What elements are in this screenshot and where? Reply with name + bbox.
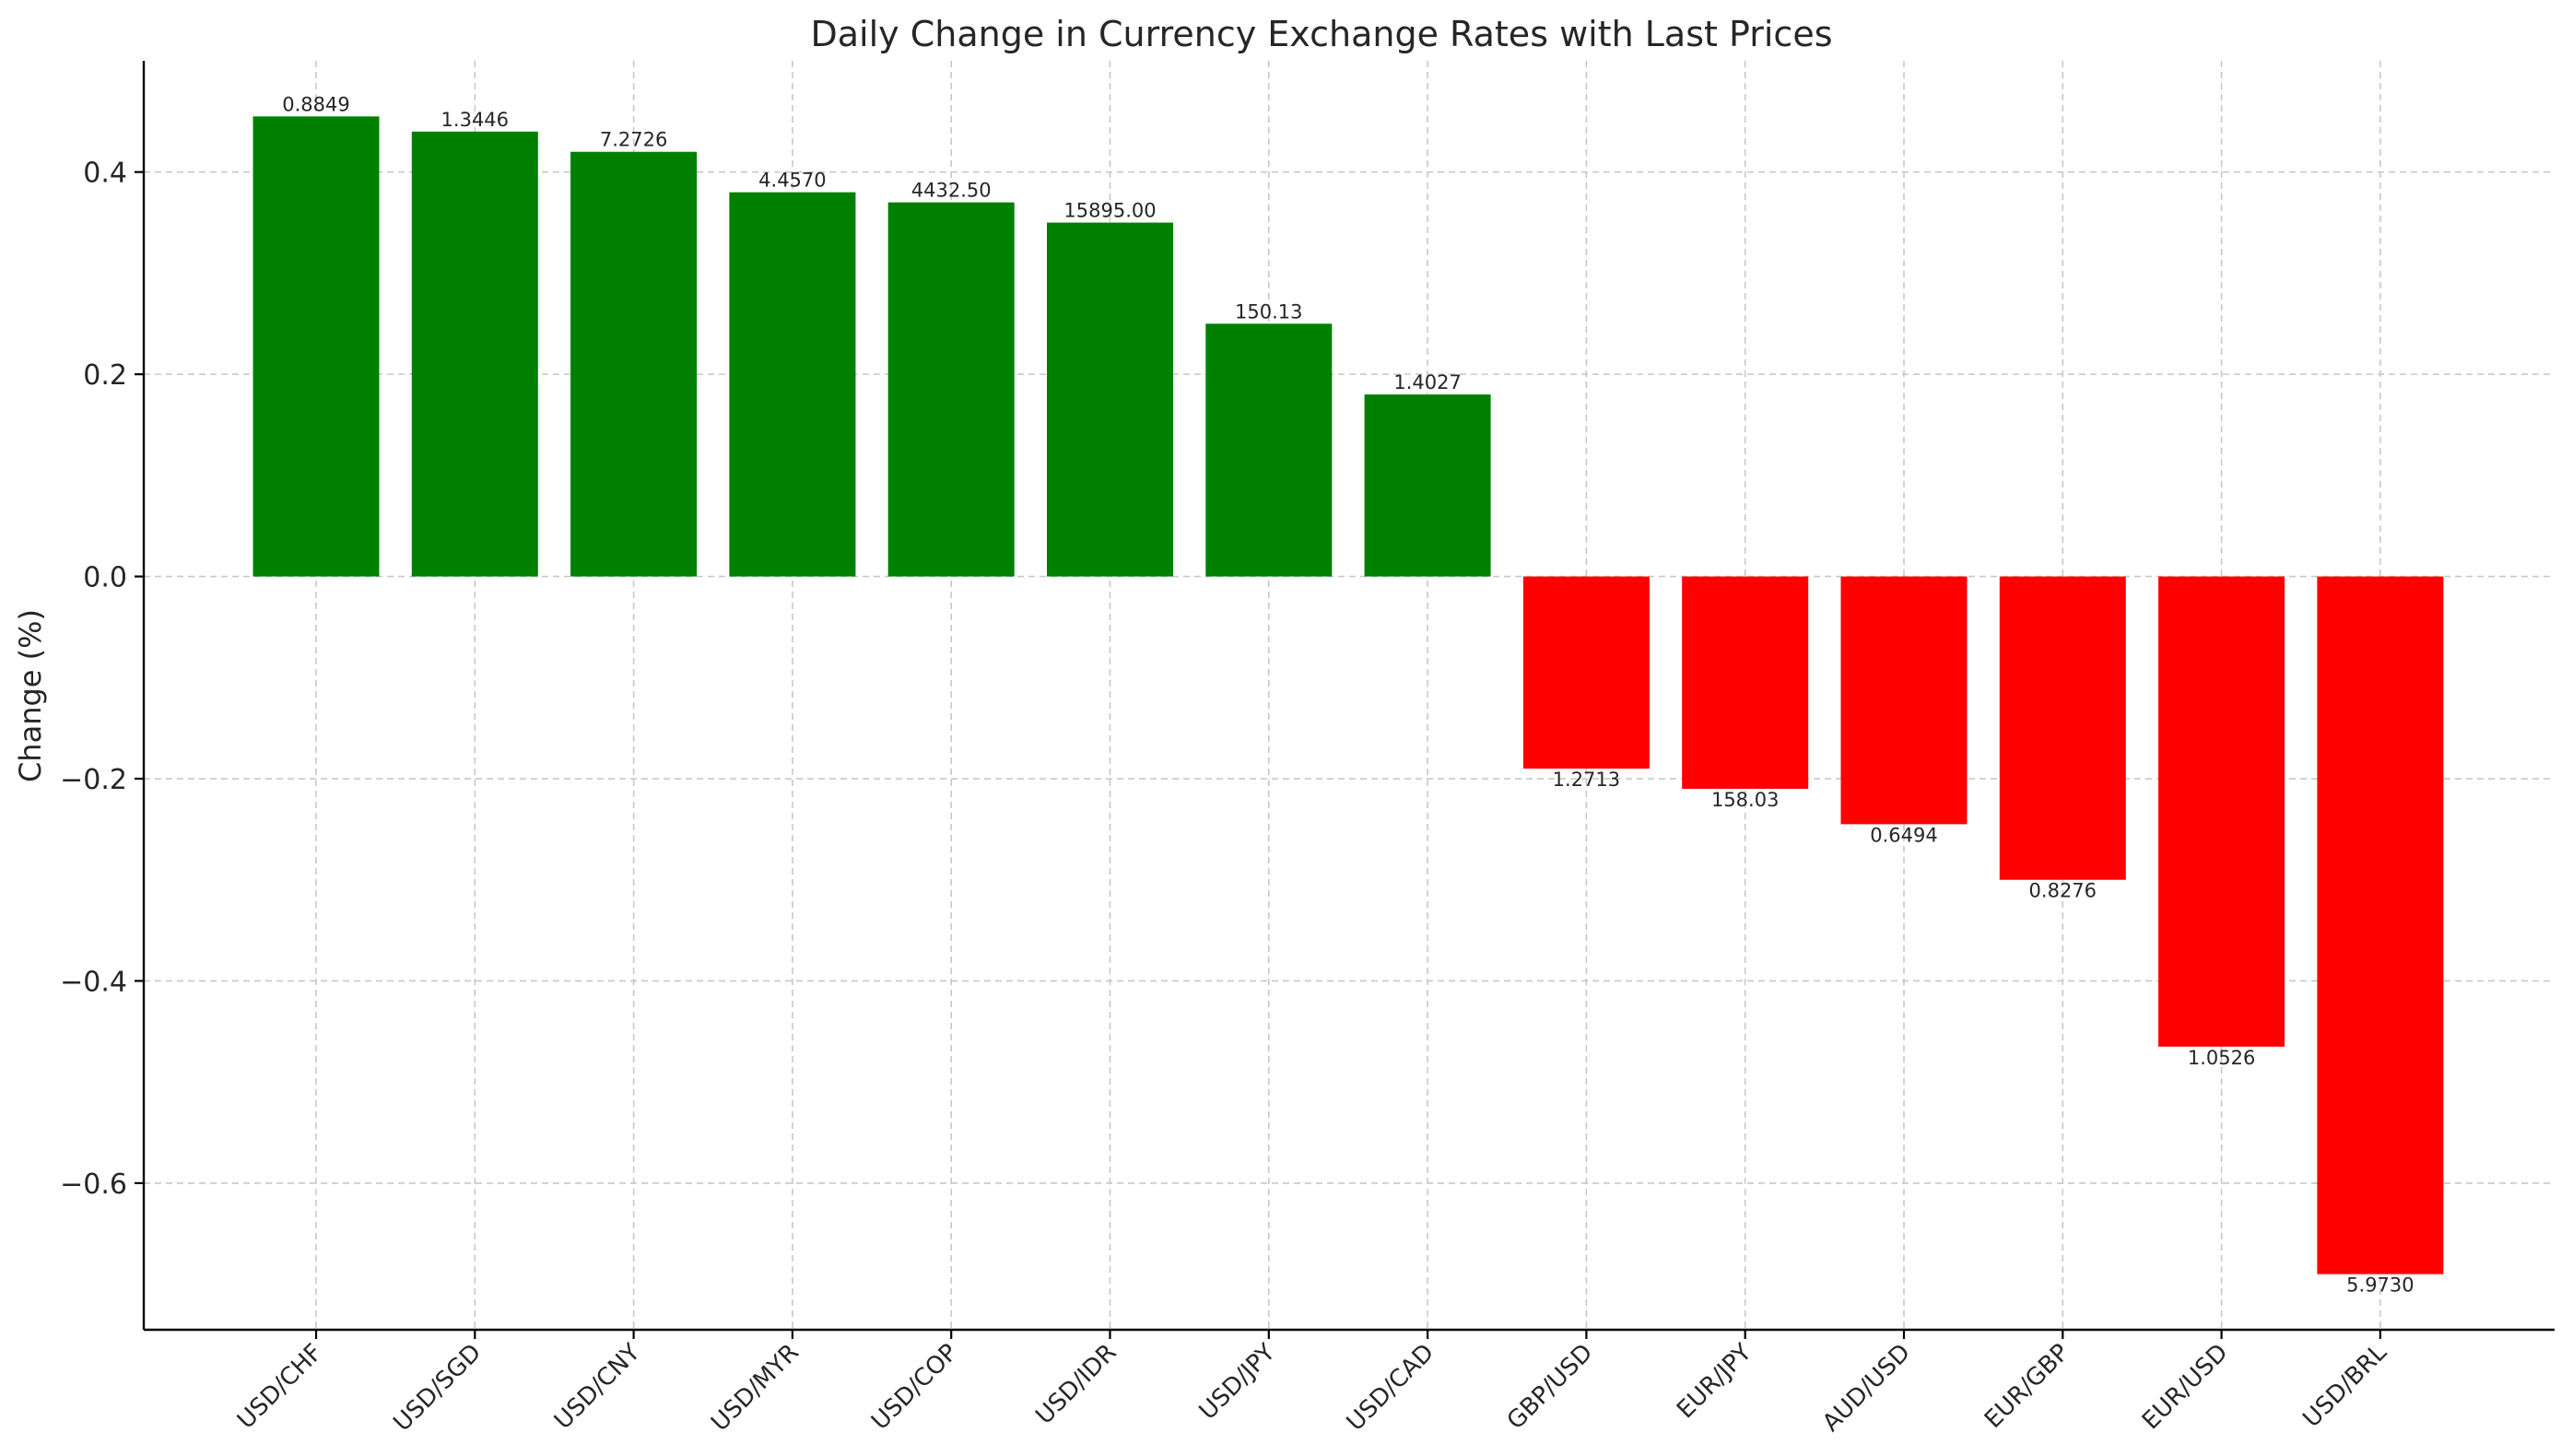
- bar-eur-gbp: [1999, 576, 2126, 880]
- bar-value-label: 15895.00: [1063, 200, 1156, 222]
- x-tick-label: AUD/USD: [1817, 1339, 1916, 1438]
- x-tick-label: GBP/USD: [1502, 1339, 1599, 1436]
- bar-value-label: 1.2713: [1553, 769, 1620, 791]
- x-tick-label: USD/IDR: [1030, 1339, 1122, 1430]
- bar-value-label: 5.9730: [2346, 1274, 2414, 1297]
- x-tick-label: USD/COP: [866, 1339, 963, 1436]
- x-tick-label: EUR/USD: [2137, 1339, 2234, 1436]
- x-tick-label: USD/BRL: [2298, 1338, 2393, 1433]
- bar-eur-jpy: [1682, 576, 1809, 789]
- x-ticks: USD/CHF USD/SGD USD/CNY USD/MYR USD/COP USD/I…: [232, 1330, 2392, 1438]
- axes: [142, 61, 2555, 1332]
- bar-value-label: 4432.50: [911, 180, 992, 202]
- bar-usd-jpy: [1205, 323, 1333, 577]
- bar-usd-brl: [2317, 576, 2444, 1274]
- bars: [253, 116, 2444, 1274]
- x-tick-label: USD/CAD: [1342, 1339, 1439, 1437]
- y-tick-label: −0.4: [60, 966, 127, 998]
- bar-eur-usd: [2158, 576, 2285, 1047]
- chart-title: Daily Change in Currency Exchange Rates …: [811, 14, 1833, 54]
- bar-gbp-usd: [1522, 576, 1650, 769]
- bar-value-label: 158.03: [1711, 789, 1779, 811]
- bar-usd-cad: [1364, 394, 1491, 577]
- bar-value-label: 150.13: [1235, 300, 1302, 323]
- bar-value-label: 1.4027: [1393, 371, 1461, 393]
- x-tick-label: USD/SGD: [388, 1339, 487, 1438]
- y-tick-label: 0.4: [83, 158, 127, 190]
- y-ticks: 0.4 0.2 0.0 −0.2 −0.4 −0.6: [60, 158, 144, 1201]
- bar-usd-idr: [1047, 222, 1173, 577]
- x-tick-label: USD/MYR: [706, 1339, 805, 1438]
- bar-usd-myr: [729, 192, 856, 577]
- x-tick-label: USD/CNY: [549, 1339, 646, 1436]
- y-tick-label: 0.2: [83, 359, 127, 392]
- bar-value-label: 0.8849: [282, 93, 349, 115]
- bar-value-label: 1.3446: [441, 109, 509, 131]
- y-tick-label: −0.2: [60, 764, 127, 796]
- x-tick-label: USD/JPY: [1194, 1339, 1281, 1426]
- bar-usd-sgd: [411, 131, 538, 577]
- y-axis-label: Change (%): [13, 609, 48, 782]
- bar-value-label: 1.0526: [2188, 1047, 2255, 1069]
- bar-value-label: 4.4570: [758, 170, 826, 192]
- bar-usd-cny: [570, 151, 698, 577]
- bar-value-label: 0.6494: [1870, 824, 1937, 846]
- bar-usd-chf: [253, 116, 380, 577]
- bar-value-label: 7.2726: [600, 129, 667, 151]
- bar-aud-usd: [1840, 576, 1968, 825]
- x-tick-label: EUR/JPY: [1672, 1339, 1757, 1425]
- y-tick-label: −0.6: [60, 1168, 127, 1201]
- bar-value-label: 0.8276: [2029, 880, 2097, 902]
- x-tick-label: EUR/GBP: [1979, 1339, 2074, 1434]
- bar-labels: 0.8849 1.3446 7.2726 4.4570 4432.50 15895.00 1…: [282, 93, 2414, 1296]
- x-tick-label: USD/CHF: [232, 1339, 328, 1435]
- bar-usd-cop: [887, 202, 1015, 577]
- y-tick-label: 0.0: [83, 562, 127, 594]
